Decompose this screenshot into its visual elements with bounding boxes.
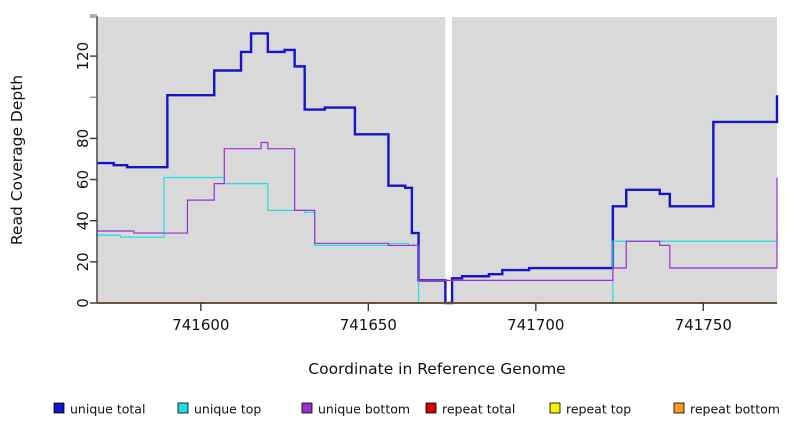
y-tick-label: 0: [74, 298, 92, 308]
legend-label-repeat-bottom: repeat bottom: [690, 402, 780, 417]
legend-swatch-repeat-total: [425, 402, 437, 414]
legend-swatch-unique-total: [53, 402, 65, 414]
legend-label-unique-top: unique top: [194, 402, 261, 417]
legend-label-repeat-total: repeat total: [442, 402, 515, 417]
y-tick-label: 20: [74, 252, 92, 271]
legend-label-unique-bottom: unique bottom: [318, 402, 410, 417]
plot-panel: [97, 17, 777, 303]
series-unique-total: [97, 32, 779, 305]
legend-swatch-repeat-top: [549, 402, 561, 414]
y-tick-label: 60: [74, 170, 92, 189]
y-tick-label: 120: [74, 42, 92, 71]
series-unique-bottom: [97, 141, 778, 281]
panel-background: [97, 17, 777, 303]
legend-swatch-unique-bottom: [301, 402, 313, 414]
x-tick-label: 741700: [507, 316, 564, 334]
legend-label-unique-total: unique total: [70, 402, 145, 417]
legend-swatch-unique-top: [177, 402, 189, 414]
y-axis-title: Read Coverage Depth: [8, 75, 26, 245]
x-tick-label: 741600: [172, 316, 229, 334]
legend-label-repeat-top: repeat top: [566, 402, 631, 417]
x-tick-label: 741750: [675, 316, 732, 334]
y-tick-label: 40: [74, 211, 92, 230]
axis-layer: 0 20 40 60 80 120 741600 741650 741700 741750: [74, 14, 777, 334]
legend-swatch-repeat-bottom: [673, 402, 685, 414]
coverage-gap-band: [445, 17, 453, 303]
y-tick-label: 80: [74, 129, 92, 148]
x-axis-title: Coordinate in Reference Genome: [308, 360, 565, 378]
x-tick-label: 741650: [340, 316, 397, 334]
chart-legend: unique total unique top unique bottom repea…: [53, 402, 780, 417]
